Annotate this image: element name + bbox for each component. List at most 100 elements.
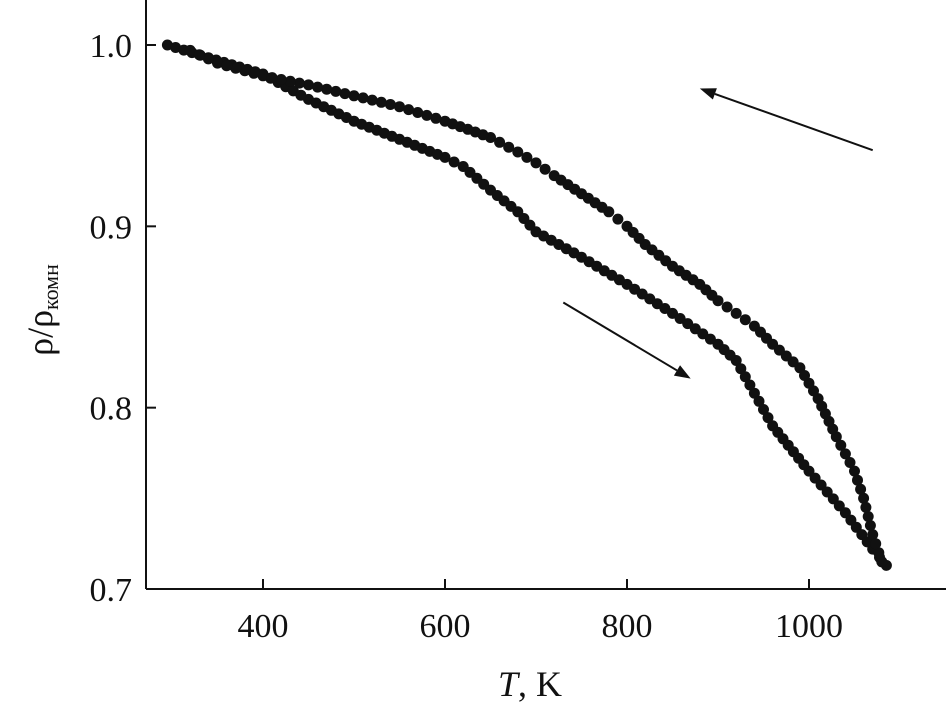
data-point (659, 303, 671, 314)
data-point (873, 547, 885, 559)
data-point (799, 370, 810, 381)
data-point (646, 244, 658, 256)
x-axis-title: T, K (498, 664, 562, 704)
direction-arrows (562, 88, 874, 379)
data-point (844, 457, 856, 468)
data-point (394, 101, 405, 113)
arrow-shaft (562, 301, 678, 372)
y-axis-title-main: ρ/ρ (20, 310, 60, 356)
data-point (867, 529, 879, 541)
data-point (375, 96, 387, 108)
data-point (673, 265, 685, 277)
data-point (266, 72, 278, 84)
y-tick-label: 1.0 (90, 28, 133, 65)
data-point (839, 448, 851, 460)
data-point (478, 178, 490, 190)
data-point (193, 49, 205, 61)
data-point (295, 89, 307, 101)
data-point (431, 148, 443, 160)
data-point (512, 146, 524, 158)
data-point (403, 104, 415, 116)
x-axis-title-unit: , K (518, 664, 562, 704)
data-point (739, 314, 751, 326)
data-point (555, 174, 567, 186)
data-point (421, 109, 433, 121)
data-point (448, 156, 460, 168)
data-point (312, 81, 324, 93)
data-point (494, 136, 506, 148)
data-point (503, 141, 515, 153)
data-point (447, 118, 459, 130)
data-point (284, 75, 296, 87)
data-point (330, 85, 342, 97)
data-point (735, 363, 747, 375)
data-point (239, 65, 251, 77)
data-point (539, 163, 551, 175)
data-point (524, 219, 536, 231)
plot-area (145, 0, 946, 590)
data-point (758, 404, 769, 415)
data-point (748, 387, 760, 399)
data-point (386, 130, 398, 142)
data-point (864, 520, 876, 531)
y-axis-ticks: 0.7 0.8 0.9 1.0 (90, 28, 156, 609)
series-cooling (184, 44, 888, 568)
data-point (798, 459, 810, 471)
data-point (384, 99, 396, 110)
arrow-cooling (699, 88, 874, 152)
data-point (530, 157, 542, 169)
data-point (721, 301, 733, 313)
data-point (340, 112, 352, 123)
data-points (161, 39, 892, 571)
data-point (855, 483, 867, 495)
data-point (773, 344, 785, 356)
data-point (816, 400, 828, 412)
data-point (613, 274, 625, 286)
data-point (700, 284, 712, 296)
data-point (248, 67, 260, 79)
data-point (212, 57, 223, 69)
data-point (870, 538, 882, 550)
data-point (755, 326, 766, 338)
data-point (835, 439, 847, 451)
data-point (860, 501, 872, 513)
data-point (627, 226, 639, 238)
data-point (275, 74, 287, 85)
data-point (876, 556, 888, 568)
data-point (730, 307, 742, 319)
data-point (568, 247, 580, 259)
series-heating (161, 39, 892, 571)
data-point (366, 94, 378, 106)
y-tick-label: 0.9 (90, 209, 133, 246)
x-tick-label: 400 (238, 608, 289, 645)
data-point (739, 371, 751, 383)
data-point (221, 60, 233, 72)
x-axis-title-symbol: T (498, 664, 521, 704)
data-point (412, 107, 424, 118)
data-point (293, 77, 305, 89)
data-point (184, 44, 196, 56)
data-point (202, 53, 214, 65)
x-axis-ticks: 400 600 800 1000 (238, 579, 843, 645)
data-point (744, 379, 756, 391)
data-point (582, 192, 594, 204)
data-point (339, 88, 351, 100)
data-point (257, 70, 269, 82)
data-point (724, 349, 736, 361)
arrow-shaft (714, 92, 874, 152)
y-tick-label: 0.7 (90, 572, 133, 609)
data-point (348, 90, 360, 102)
x-tick-label: 600 (420, 608, 471, 645)
data-point (321, 83, 333, 95)
data-point (762, 412, 774, 424)
data-point (521, 151, 533, 163)
arrow-head (699, 88, 717, 100)
data-point (612, 213, 624, 225)
data-point (357, 92, 369, 104)
y-axis-title: ρ/ρкомн (20, 264, 63, 356)
data-point (862, 511, 874, 522)
data-point (505, 200, 517, 212)
data-point (833, 500, 845, 512)
y-axis-title-subscript: комн (38, 264, 63, 310)
